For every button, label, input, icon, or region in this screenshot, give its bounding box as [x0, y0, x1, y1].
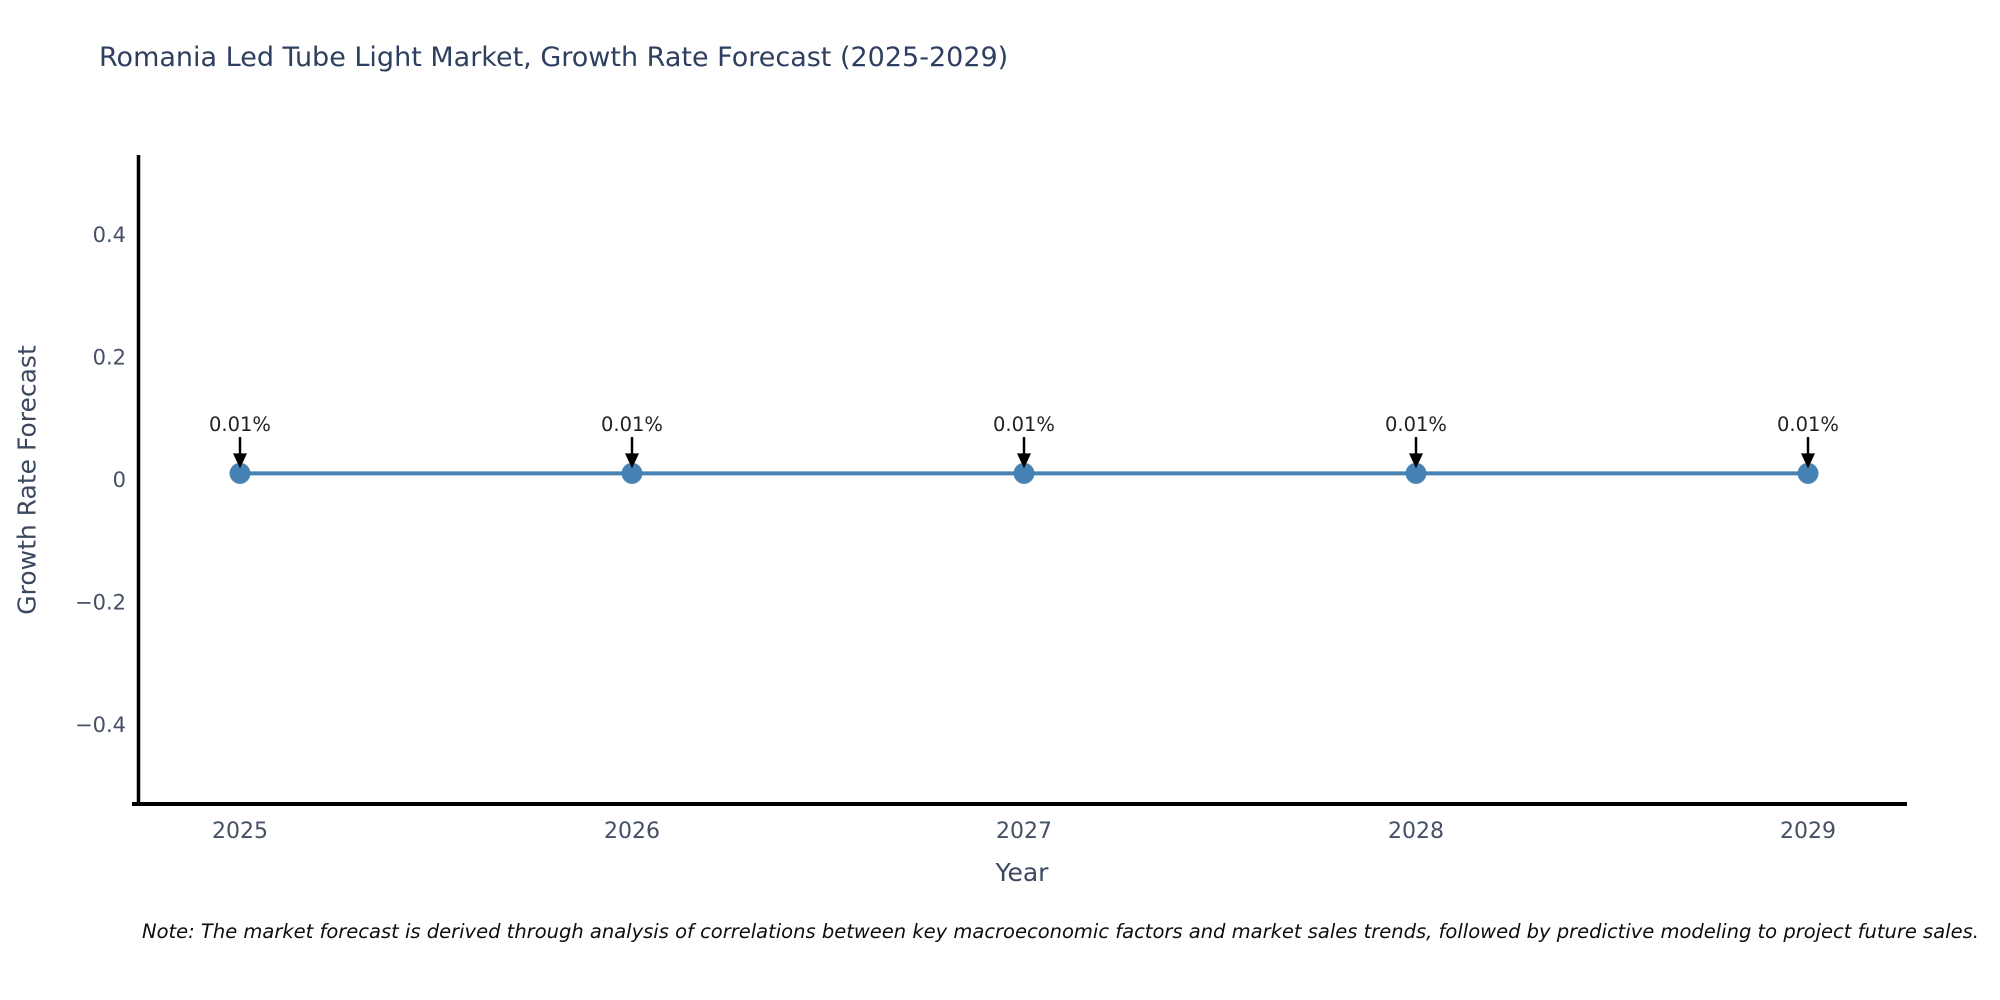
- y-tick-label: 0: [113, 468, 126, 492]
- x-axis-title: Year: [995, 858, 1049, 887]
- point-label: 0.01%: [601, 413, 663, 436]
- annotation-arrow-head: [1017, 453, 1031, 469]
- x-tick-label: 2029: [1780, 819, 1836, 844]
- annotation-arrow-head: [1801, 453, 1815, 469]
- point-label: 0.01%: [1777, 413, 1839, 436]
- annotation-arrow-head: [1409, 453, 1423, 469]
- x-tick-label: 2027: [996, 819, 1052, 844]
- x-tick-label: 2026: [604, 819, 660, 844]
- data-point: [621, 462, 643, 484]
- point-label: 0.01%: [209, 413, 271, 436]
- point-label: 0.01%: [993, 413, 1055, 436]
- chart-title: Romania Led Tube Light Market, Growth Ra…: [99, 42, 1009, 73]
- y-tick-label: −0.4: [75, 713, 126, 737]
- annotation-arrow-head: [625, 453, 639, 469]
- data-point: [1013, 462, 1035, 484]
- data-point: [1797, 462, 1819, 484]
- y-tick-label: −0.2: [75, 590, 126, 614]
- x-tick-label: 2025: [212, 819, 268, 844]
- y-tick-label: 0.4: [93, 223, 126, 247]
- annotation-arrow-head: [233, 453, 247, 469]
- x-tick-label: 2028: [1388, 819, 1444, 844]
- y-tick-label: 0.2: [93, 346, 126, 370]
- data-point: [229, 462, 251, 484]
- data-point: [1405, 462, 1427, 484]
- footnote: Note: The market forecast is derived thr…: [142, 920, 1979, 943]
- point-label: 0.01%: [1385, 413, 1447, 436]
